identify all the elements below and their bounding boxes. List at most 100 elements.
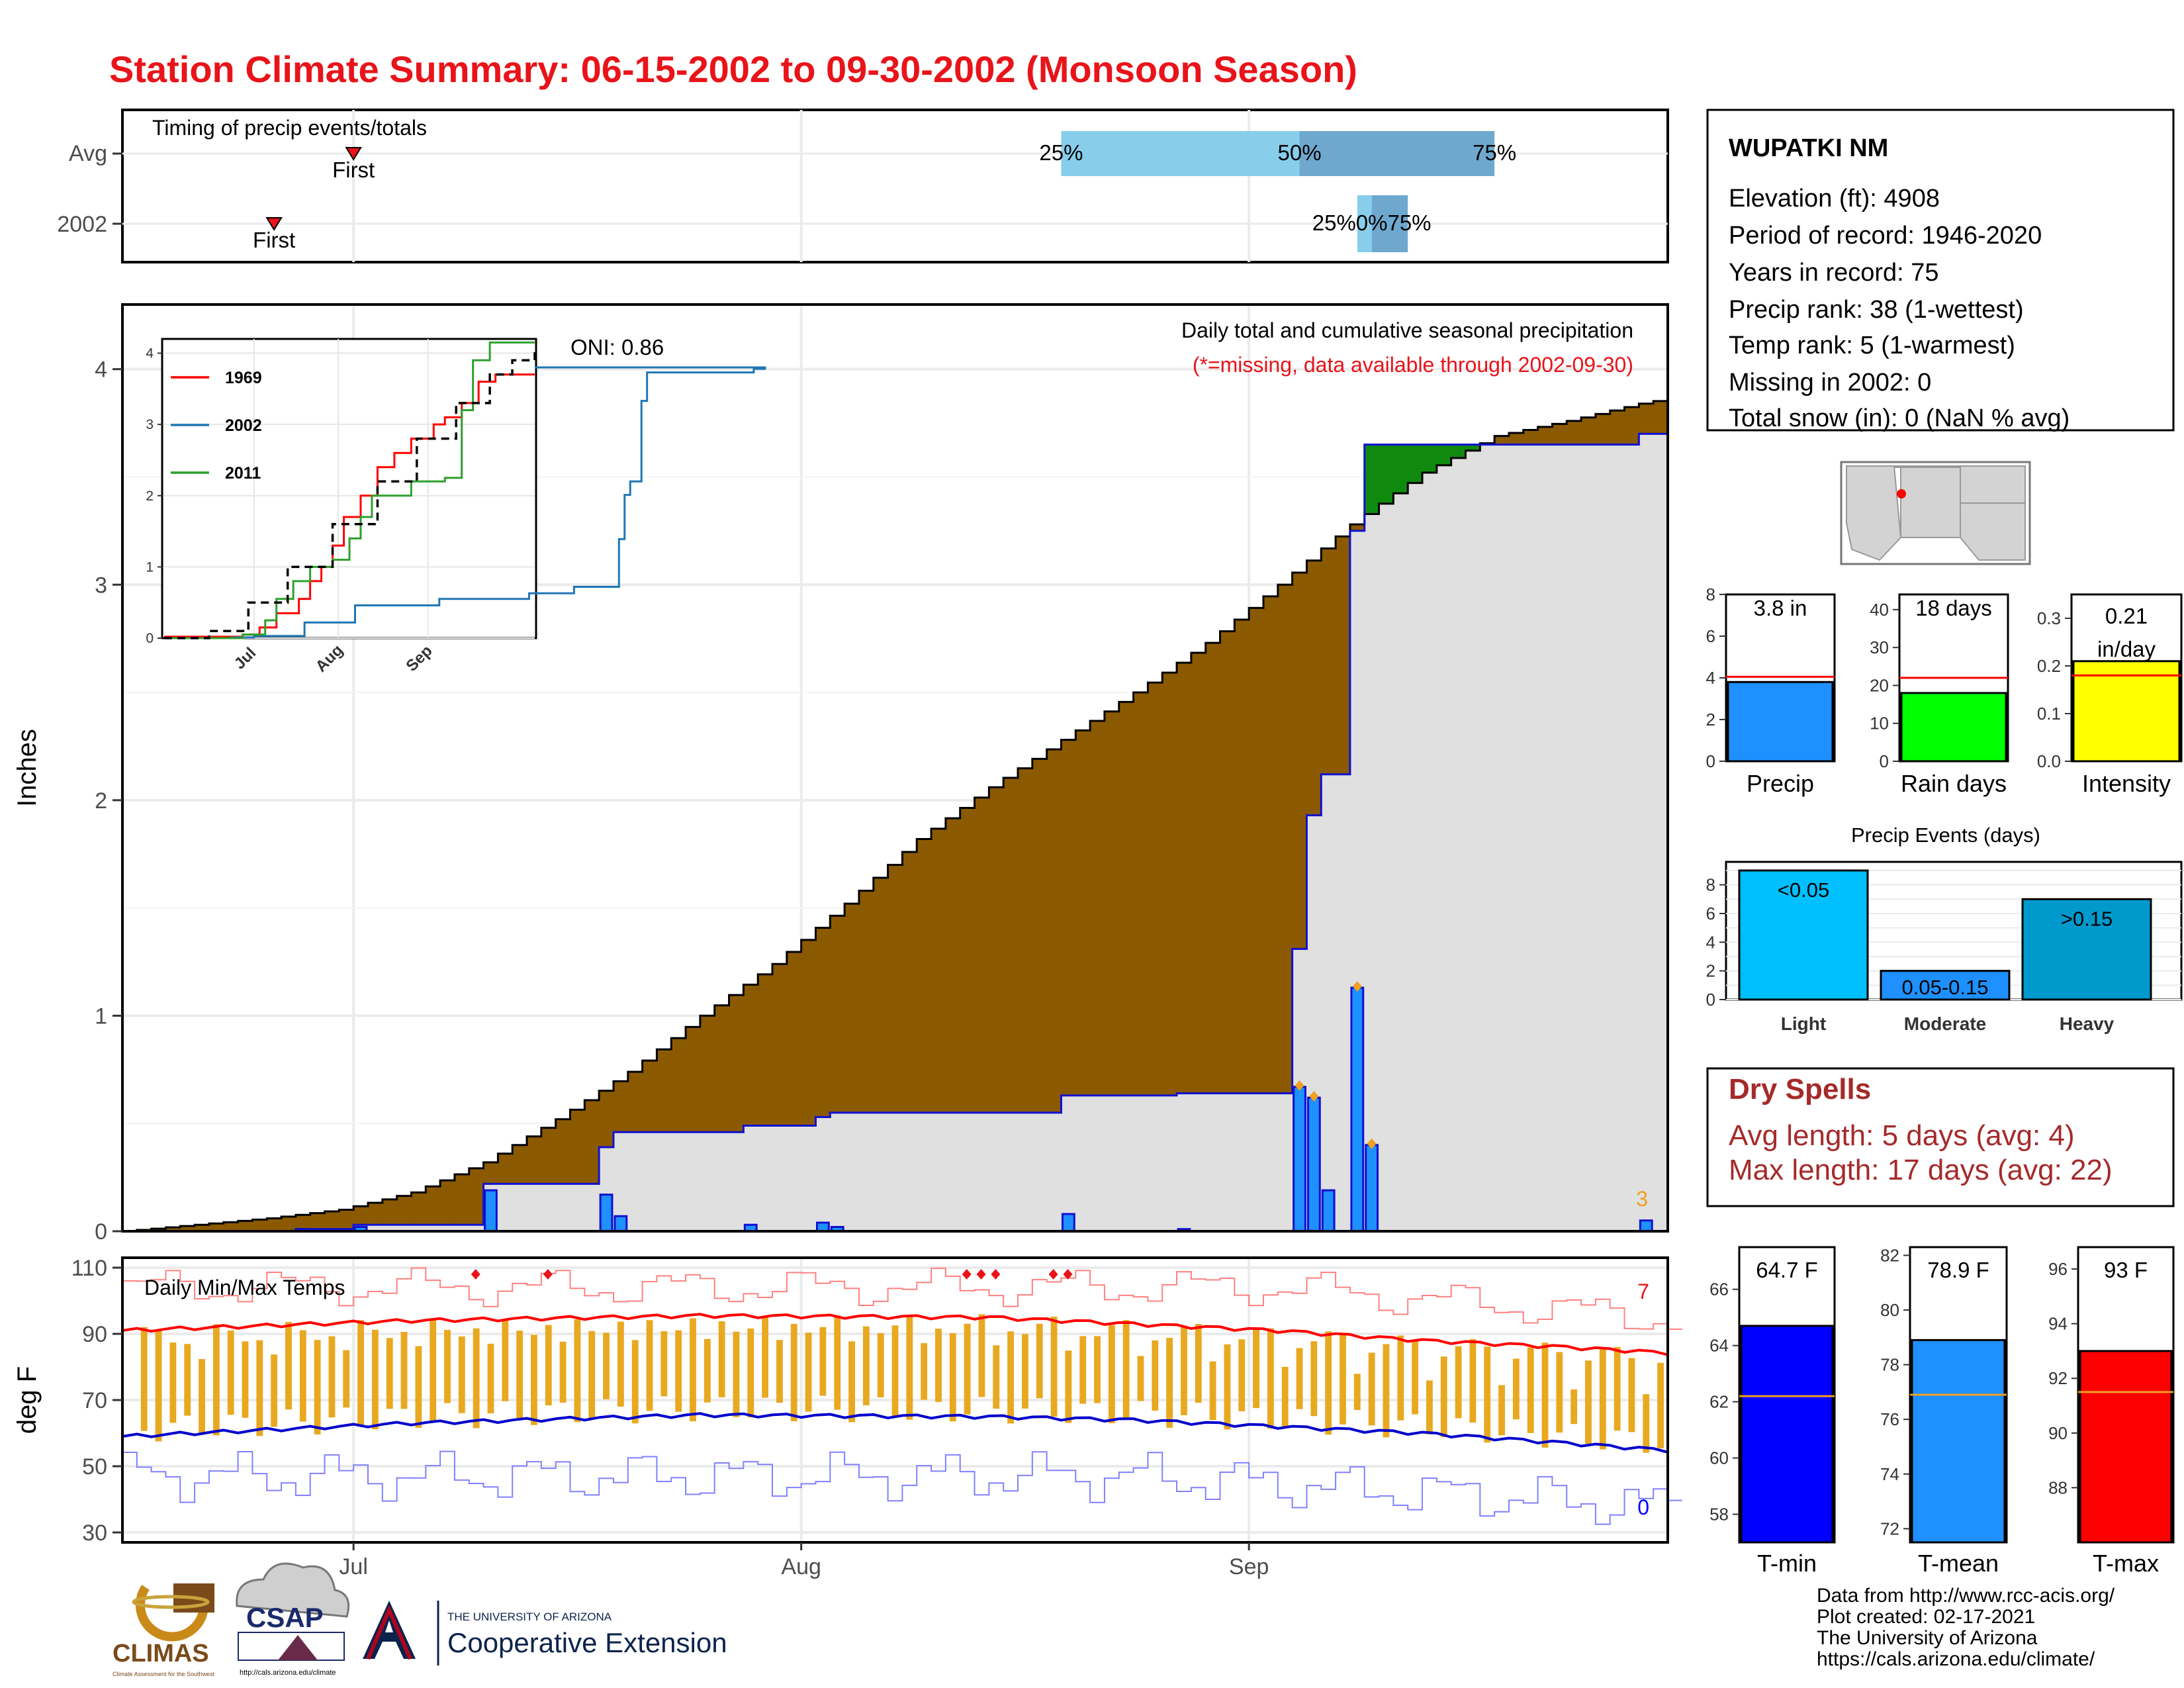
precip-deficit-band bbox=[281, 1216, 296, 1231]
daily-temp-bar bbox=[314, 1340, 321, 1434]
precip-deficit-band bbox=[960, 808, 976, 1113]
precip-events-tick-label: 0 bbox=[1706, 990, 1715, 1009]
temp-ytick-label: 50 bbox=[82, 1454, 107, 1479]
daily-temp-bar bbox=[848, 1341, 855, 1423]
daily-temp-bar bbox=[1368, 1352, 1375, 1426]
precip-deficit-band bbox=[830, 915, 845, 1113]
summary-bar-intensity: 0.0 0.1 0.2 0.3 0.21 in/day Intensity bbox=[2037, 593, 2183, 797]
ua-top-text: THE UNIVERSITY OF ARIZONA bbox=[447, 1611, 612, 1623]
precip-events-tick-label: 6 bbox=[1706, 904, 1715, 923]
precip-deficit-band bbox=[367, 1203, 383, 1225]
summary-bar-precip: 0 2 4 6 8 3.8 in Precip bbox=[1706, 585, 1836, 797]
temp-ylabel: deg F bbox=[13, 1366, 42, 1434]
precip-deficit-band bbox=[1191, 653, 1206, 1094]
daily-temp-bar bbox=[1253, 1328, 1259, 1409]
precip-deficit-band bbox=[1336, 536, 1351, 774]
temp-bar-tick-label: 64 bbox=[1709, 1336, 1729, 1356]
daily-temp-bar bbox=[1065, 1350, 1072, 1423]
map-region-colorado bbox=[1893, 465, 1961, 468]
precip-deficit-band bbox=[440, 1180, 455, 1225]
precip-panel-title: Daily total and cumulative seasonal prec… bbox=[1181, 318, 1633, 342]
temp-bar-fill bbox=[1740, 1325, 1834, 1544]
daily-temp-bar bbox=[169, 1342, 177, 1423]
oni-label: ONI: 0.86 bbox=[570, 335, 664, 359]
station-line-temp-rank: Temp rank: 5 (1-warmest) bbox=[1729, 332, 2015, 359]
precip-deficit-band bbox=[426, 1186, 441, 1225]
daily-precip-bar bbox=[484, 1189, 498, 1233]
precip-deficit-band bbox=[1177, 663, 1192, 1094]
daily-temp-bar bbox=[1296, 1348, 1303, 1409]
precip-deficit-band bbox=[208, 1223, 224, 1231]
temp-ytick-label: 90 bbox=[82, 1322, 107, 1347]
daily-temp-bar bbox=[704, 1338, 711, 1403]
precip-deficit-band bbox=[657, 1049, 672, 1133]
page-title: Station Climate Summary: 06-15-2002 to 0… bbox=[109, 48, 1357, 90]
summary-bar-value-label: 0.21 bbox=[2105, 604, 2148, 628]
record-high-marker bbox=[471, 1269, 480, 1280]
daily-temp-bar bbox=[1181, 1326, 1187, 1415]
precip-deficit-band bbox=[1422, 444, 1437, 473]
daily-temp-bar bbox=[1527, 1347, 1534, 1433]
precip-deficit-band bbox=[627, 1072, 643, 1133]
precip-deficit-band bbox=[613, 1081, 629, 1133]
station-line-missing: Missing in 2002: 0 bbox=[1729, 369, 1931, 397]
timing-marker bbox=[265, 217, 283, 231]
precip-deficit-band bbox=[483, 1162, 498, 1184]
precip-deficit-band bbox=[729, 995, 744, 1133]
precip-deficit-band bbox=[989, 787, 1004, 1113]
daily-temp-bar bbox=[458, 1336, 465, 1413]
summary-bar-rain-days: 0 10 20 30 40 18 days Rain days bbox=[1870, 593, 2009, 797]
timing-panel: Timing of precip events/totals Avg 2002 … bbox=[57, 109, 1912, 263]
summary-bar-tick-label: 10 bbox=[1870, 714, 1889, 733]
precip-deficit-band bbox=[498, 1153, 513, 1184]
daily-precip-bar bbox=[1306, 1096, 1321, 1233]
daily-temp-bar bbox=[862, 1326, 870, 1405]
daily-temp-bar bbox=[762, 1316, 769, 1398]
precip-deficit-band bbox=[512, 1145, 527, 1184]
precip-events-bar bbox=[2021, 898, 2152, 1001]
daily-temp-bar bbox=[978, 1314, 985, 1397]
temp-bar-t-max: 88 90 92 94 96 93 F T-max bbox=[2048, 1246, 2175, 1577]
precip-deficit-band bbox=[902, 851, 917, 1113]
avg-max-temp-line bbox=[122, 1313, 1668, 1356]
daily-temp-bar bbox=[371, 1329, 379, 1430]
precip-deficit-band bbox=[858, 890, 874, 1113]
daily-temp-bar bbox=[1152, 1340, 1159, 1411]
summary-bar-tick-label: 0.3 bbox=[2037, 608, 2061, 628]
precip-deficit-band bbox=[772, 964, 788, 1126]
temp-bar-tick-label: 60 bbox=[1709, 1448, 1729, 1468]
precip-deficit-band bbox=[1523, 430, 1539, 445]
csap-url: http://cals.arizona.edu/climate bbox=[240, 1669, 336, 1677]
precip-deficit-band bbox=[1552, 424, 1567, 445]
precip-deficit-band bbox=[541, 1127, 557, 1184]
precip-deficit-band bbox=[1436, 444, 1452, 465]
daily-temp-bar bbox=[227, 1330, 234, 1415]
precip-events-chart: Precip Events (days) 0 2 4 6 8 <0.05 Light 0.05-… bbox=[1706, 823, 2183, 1034]
daily-temp-bar bbox=[1224, 1344, 1231, 1430]
daily-temp-bar bbox=[1570, 1389, 1578, 1425]
daily-precip-bar bbox=[1350, 986, 1365, 1233]
cumulative-2002-area bbox=[122, 434, 1668, 1231]
daily-temp-bar bbox=[631, 1340, 639, 1424]
inset-ytick-label: 3 bbox=[146, 417, 154, 432]
temp-bar-tick-label: 78 bbox=[1880, 1355, 1899, 1375]
daily-temp-bar bbox=[1166, 1338, 1173, 1428]
daily-temp-bar bbox=[155, 1331, 162, 1442]
daily-temp-bar bbox=[834, 1315, 841, 1410]
precip-deficit-band bbox=[599, 1090, 614, 1148]
locator-map bbox=[1840, 461, 2031, 565]
station-line-years: Years in record: 75 bbox=[1729, 259, 1939, 287]
precip-deficit-band bbox=[1220, 631, 1235, 1094]
inset-ytick-label: 1 bbox=[146, 559, 154, 575]
precip-deficit-band bbox=[1263, 596, 1279, 1094]
summary-bar-fill bbox=[2072, 660, 2181, 763]
daily-temp-bar bbox=[199, 1359, 205, 1435]
precip-deficit-band bbox=[1205, 643, 1221, 1094]
footer-line-url: https://cals.arizona.edu/climate/ bbox=[1817, 1648, 2095, 1670]
station-line-elevation: Elevation (ft): 4908 bbox=[1729, 185, 1940, 212]
daily-temp-bar bbox=[357, 1320, 364, 1426]
climas-subtitle: Climate Assessment for the Southwest bbox=[113, 1671, 215, 1677]
daily-precip-bar bbox=[1293, 1086, 1306, 1233]
daily-temp-bar bbox=[343, 1350, 350, 1408]
daily-temp-bar bbox=[1195, 1324, 1202, 1403]
